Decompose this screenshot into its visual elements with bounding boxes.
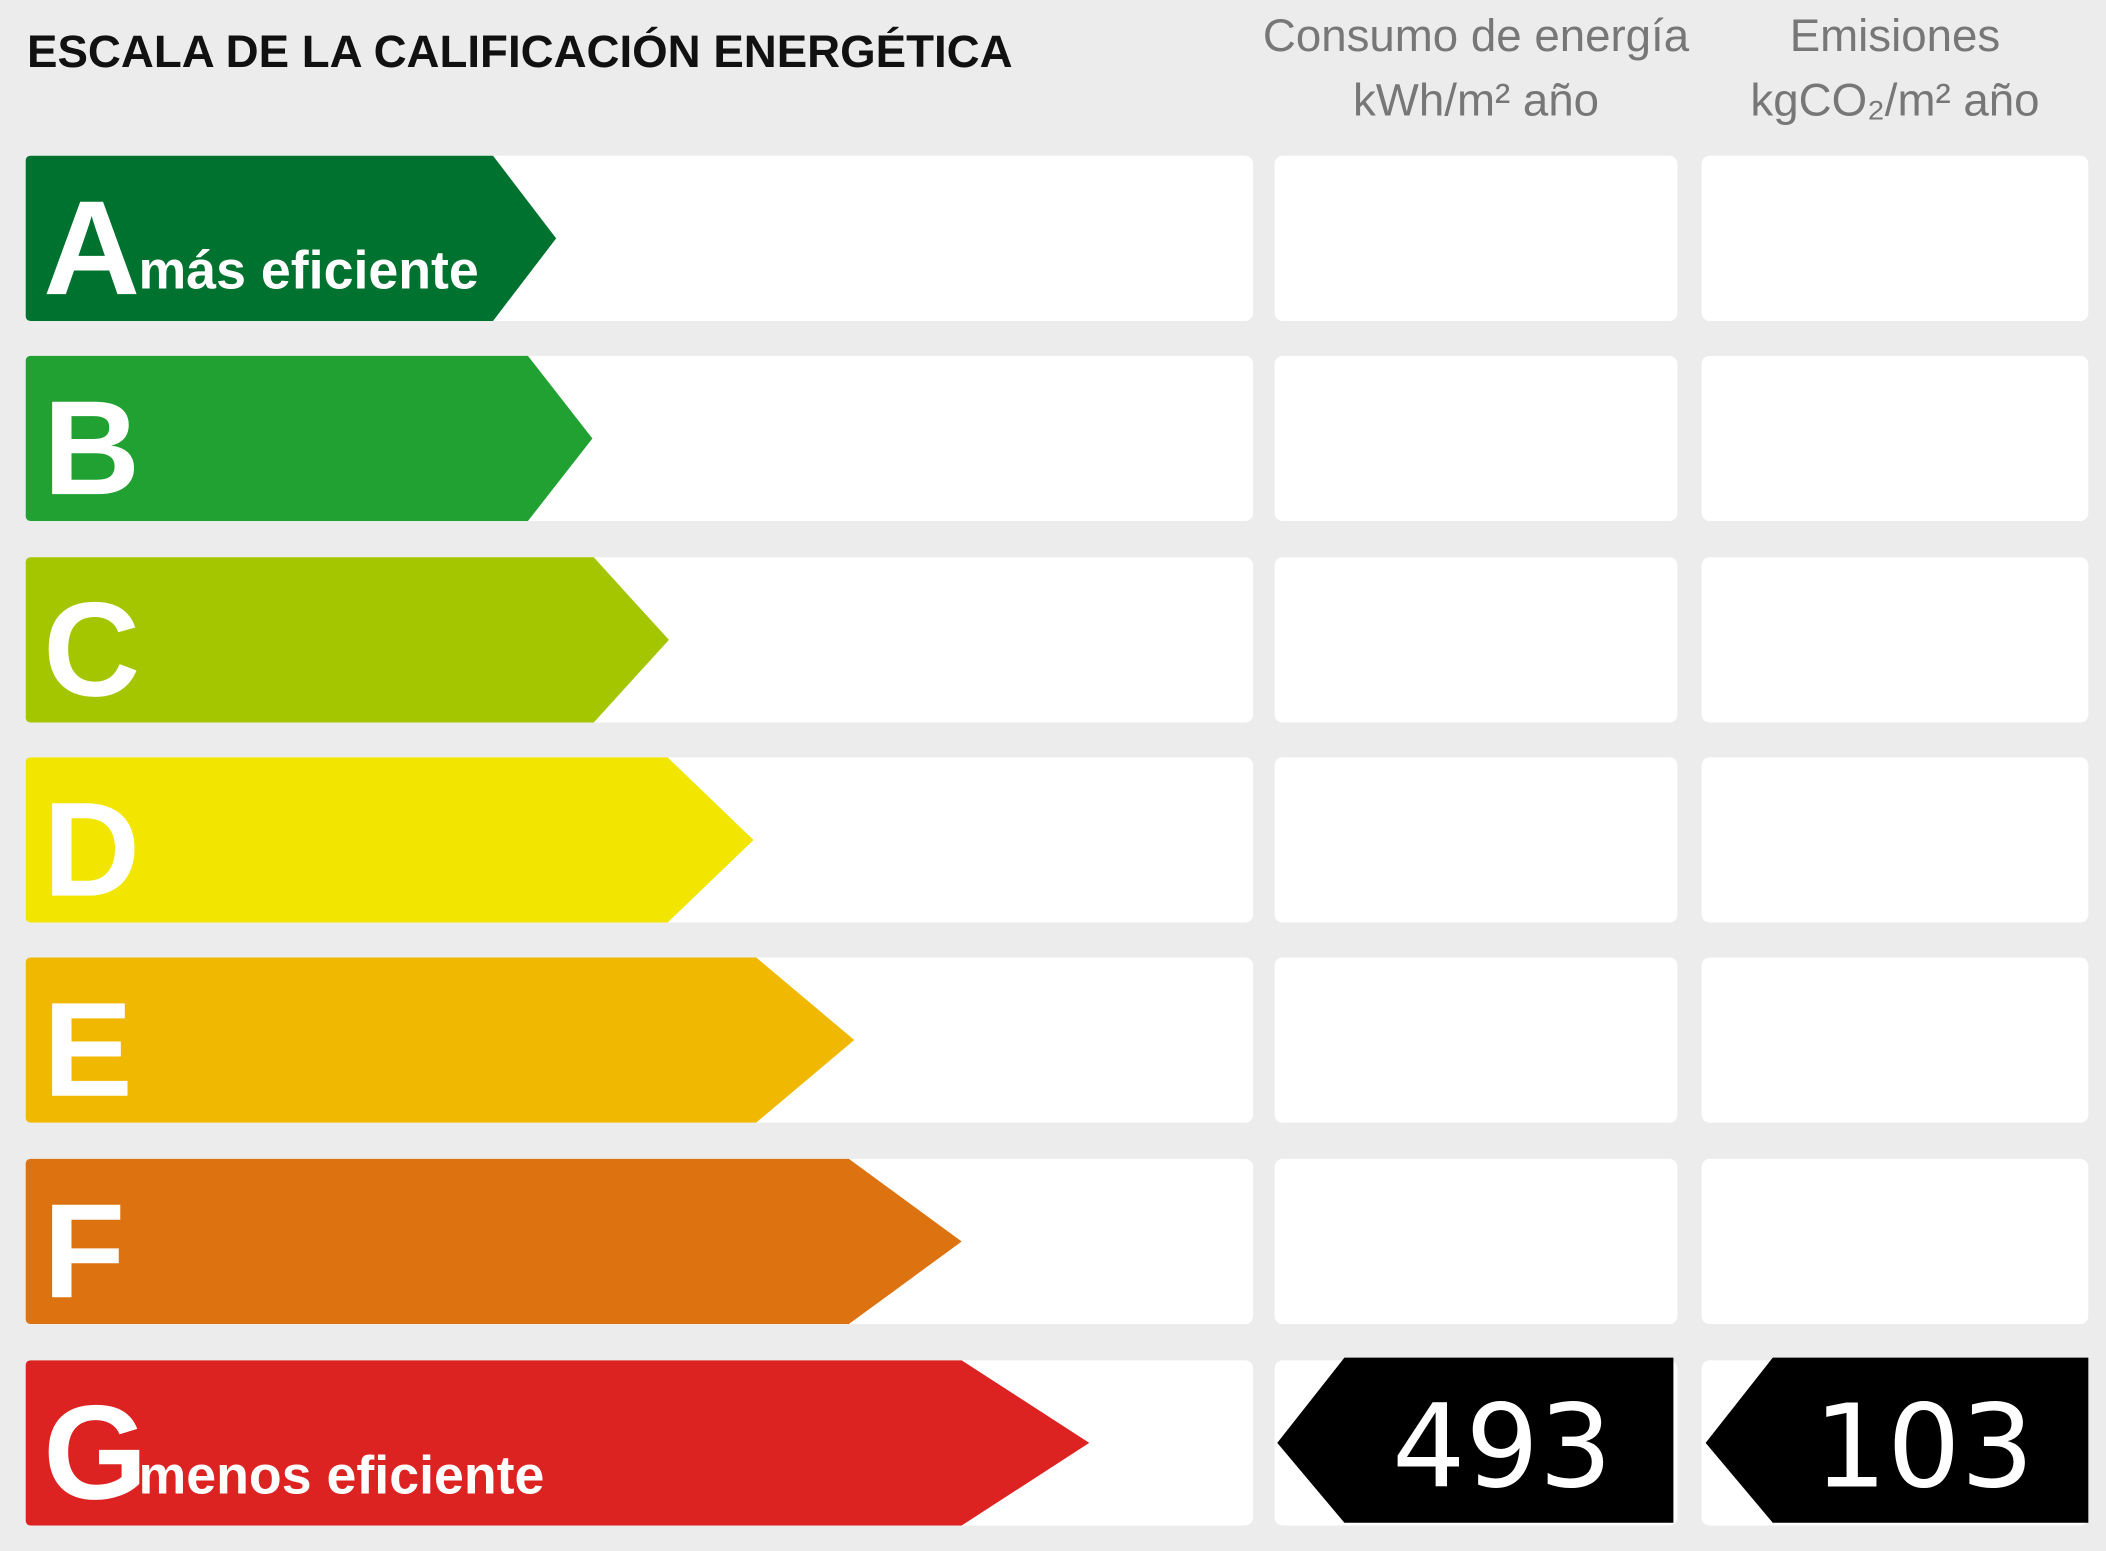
value-panel	[1701, 757, 2089, 923]
rating-letter: F	[43, 1176, 125, 1326]
value-panel	[1701, 1158, 2089, 1325]
value-panel	[1701, 957, 2089, 1123]
rating-arrow	[25, 757, 754, 923]
value-panel	[1274, 957, 1678, 1123]
rating-letter: C	[43, 575, 140, 725]
rating-letter: D	[43, 775, 140, 925]
column-unit: kWh/m² año	[1353, 74, 1599, 125]
rating-arrow	[25, 957, 855, 1123]
rating-arrow	[25, 355, 593, 522]
title: ESCALA DE LA CALIFICACIÓN ENERGÉTICA	[27, 25, 1013, 77]
rating-arrow	[25, 155, 557, 321]
value-panel	[1701, 355, 2089, 522]
rating-arrow	[25, 557, 669, 723]
value-panel	[1274, 155, 1678, 321]
value-panel	[1701, 155, 2089, 321]
value-text: 493	[1392, 1381, 1612, 1515]
value-panel	[1274, 355, 1678, 522]
value-badge	[1705, 1357, 2089, 1523]
column-label: Consumo de energía	[1263, 10, 1690, 61]
value-text: 103	[1814, 1381, 2034, 1515]
rating-note: menos eficiente	[139, 1445, 545, 1505]
rating-letter: E	[43, 975, 133, 1125]
value-panel	[1274, 757, 1678, 923]
column-unit: kgCO₂/m² año	[1750, 74, 2039, 125]
value-panel	[1274, 1158, 1678, 1325]
rating-letter: G	[43, 1378, 147, 1528]
rating-letter: A	[43, 173, 140, 323]
rating-note: más eficiente	[139, 241, 479, 301]
rating-arrow	[25, 1158, 962, 1325]
value-panel	[1701, 557, 2089, 723]
rating-arrow	[25, 1360, 1090, 1526]
rating-letter: B	[43, 373, 140, 523]
column-label: Emisiones	[1790, 10, 2001, 61]
value-panel	[1274, 557, 1678, 723]
value-badge	[1277, 1357, 1674, 1523]
